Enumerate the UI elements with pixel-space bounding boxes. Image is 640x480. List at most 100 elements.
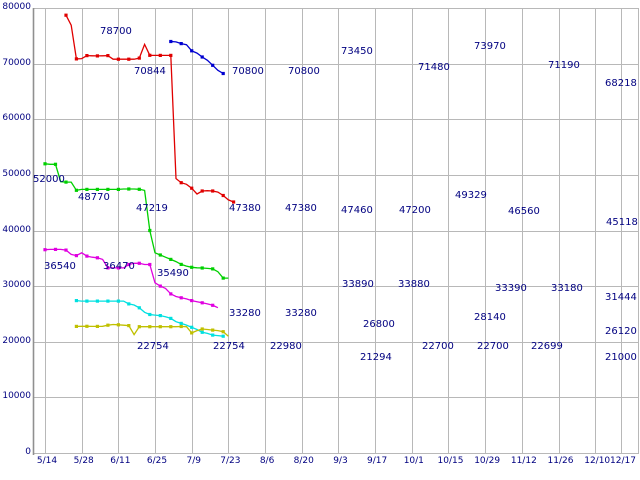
series-marker-blue xyxy=(221,71,225,76)
series-marker-olive xyxy=(221,330,225,334)
series-marker-red xyxy=(232,200,236,204)
data-point-label: 47200 xyxy=(399,205,431,216)
data-point-label: 33890 xyxy=(342,279,374,290)
x-tick-label: 5/14 xyxy=(36,456,58,466)
data-point-label: 73970 xyxy=(474,41,506,52)
series-marker-cyan xyxy=(116,299,120,303)
series-marker-green xyxy=(211,267,215,271)
series-marker-green xyxy=(85,187,89,191)
series-marker-olive xyxy=(158,325,162,329)
x-tick-label: 6/25 xyxy=(146,456,168,466)
data-point-label: 26120 xyxy=(605,326,637,337)
series-marker-magenta xyxy=(211,303,215,307)
series-marker-cyan xyxy=(200,330,204,334)
series-marker-magenta xyxy=(43,248,47,252)
series-marker-cyan xyxy=(190,325,194,329)
series-marker-olive xyxy=(95,324,99,328)
data-point-label: 48770 xyxy=(78,192,110,203)
series-line-olive xyxy=(76,323,229,337)
series-marker-green xyxy=(43,162,47,166)
x-tick-label: 12/17 xyxy=(610,456,636,466)
series-marker-red xyxy=(106,54,110,58)
series-marker-green xyxy=(221,276,225,280)
series-marker-red xyxy=(148,53,152,57)
series-marker-magenta xyxy=(116,266,120,270)
series-marker-cyan xyxy=(158,314,162,318)
series-marker-cyan xyxy=(169,316,173,320)
series-marker-green xyxy=(116,187,120,191)
data-point-label: 47380 xyxy=(285,203,317,214)
series-marker-red xyxy=(200,189,204,193)
data-point-label: 47460 xyxy=(341,205,373,216)
series-marker-cyan xyxy=(211,333,215,337)
data-point-label: 21000 xyxy=(605,352,637,363)
series-marker-magenta xyxy=(53,247,58,251)
series-marker-red xyxy=(137,56,141,60)
series-marker-red xyxy=(95,54,99,58)
data-point-label: 47380 xyxy=(229,203,261,214)
series-marker-green xyxy=(74,188,78,192)
y-tick-label: 80000 xyxy=(2,2,31,12)
data-point-label: 73450 xyxy=(341,46,373,57)
series-marker-green xyxy=(190,265,194,269)
series-marker-blue xyxy=(179,42,183,46)
series-marker-green xyxy=(95,187,99,191)
series-marker-blue xyxy=(190,49,194,53)
data-point-label: 68218 xyxy=(605,78,637,89)
series-marker-red xyxy=(74,57,78,61)
series-marker-magenta xyxy=(158,284,162,288)
series-line-red xyxy=(65,14,234,203)
series-marker-green xyxy=(106,187,110,191)
series-marker-red xyxy=(64,13,68,17)
data-point-label: 78700 xyxy=(100,26,132,37)
series-marker-red xyxy=(179,181,183,185)
series-marker-magenta xyxy=(169,292,173,296)
x-tick-label: 10/29 xyxy=(474,456,501,466)
series-marker-cyan xyxy=(148,312,152,317)
data-point-label: 21294 xyxy=(360,352,392,363)
series-marker-red xyxy=(116,57,120,61)
data-point-label: 33390 xyxy=(495,283,527,294)
series-marker-magenta xyxy=(148,262,152,267)
series-marker-olive xyxy=(148,325,152,329)
series-marker-olive xyxy=(106,323,110,327)
series-marker-green xyxy=(64,180,68,184)
y-tick-label: 70000 xyxy=(2,57,31,68)
data-point-label: 22700 xyxy=(422,341,454,352)
series-marker-olive xyxy=(116,323,120,327)
y-tick-label: 40000 xyxy=(2,224,31,235)
series-marker-red xyxy=(169,53,173,57)
series-marker-cyan xyxy=(85,299,89,303)
x-tick-label: 10/1 xyxy=(403,456,424,466)
series-marker-olive xyxy=(211,328,215,332)
x-tick-label: 5/28 xyxy=(73,456,94,466)
series-marker-cyan xyxy=(95,299,99,303)
series-marker-green xyxy=(137,187,141,191)
series-marker-cyan xyxy=(179,321,183,325)
data-point-label: 70844 xyxy=(134,66,166,77)
series-marker-red xyxy=(221,193,225,198)
series-marker-red xyxy=(158,53,162,57)
series-marker-magenta xyxy=(64,248,68,252)
series-marker-olive xyxy=(74,324,78,328)
data-point-label: 33280 xyxy=(285,308,317,319)
data-point-label: 31444 xyxy=(605,292,637,303)
data-point-label: 33880 xyxy=(398,279,430,290)
series-marker-magenta xyxy=(137,261,141,265)
series-marker-green xyxy=(53,162,58,166)
series-marker-green xyxy=(127,187,131,191)
data-point-label: 22700 xyxy=(477,341,509,352)
series-marker-cyan xyxy=(221,334,225,338)
x-tick-label: 8/20 xyxy=(293,456,314,466)
x-tick-label: 7/9 xyxy=(186,456,201,466)
data-point-label: 47219 xyxy=(136,203,168,214)
data-point-label: 35490 xyxy=(157,268,189,279)
series-marker-olive xyxy=(127,324,131,328)
y-tick-label: 60000 xyxy=(2,113,31,124)
data-point-label: 70800 xyxy=(288,66,320,77)
series-marker-magenta xyxy=(95,256,99,260)
series-marker-green xyxy=(169,257,173,261)
y-tick-label: 0 xyxy=(25,447,31,457)
data-point-label: 33280 xyxy=(229,308,261,319)
